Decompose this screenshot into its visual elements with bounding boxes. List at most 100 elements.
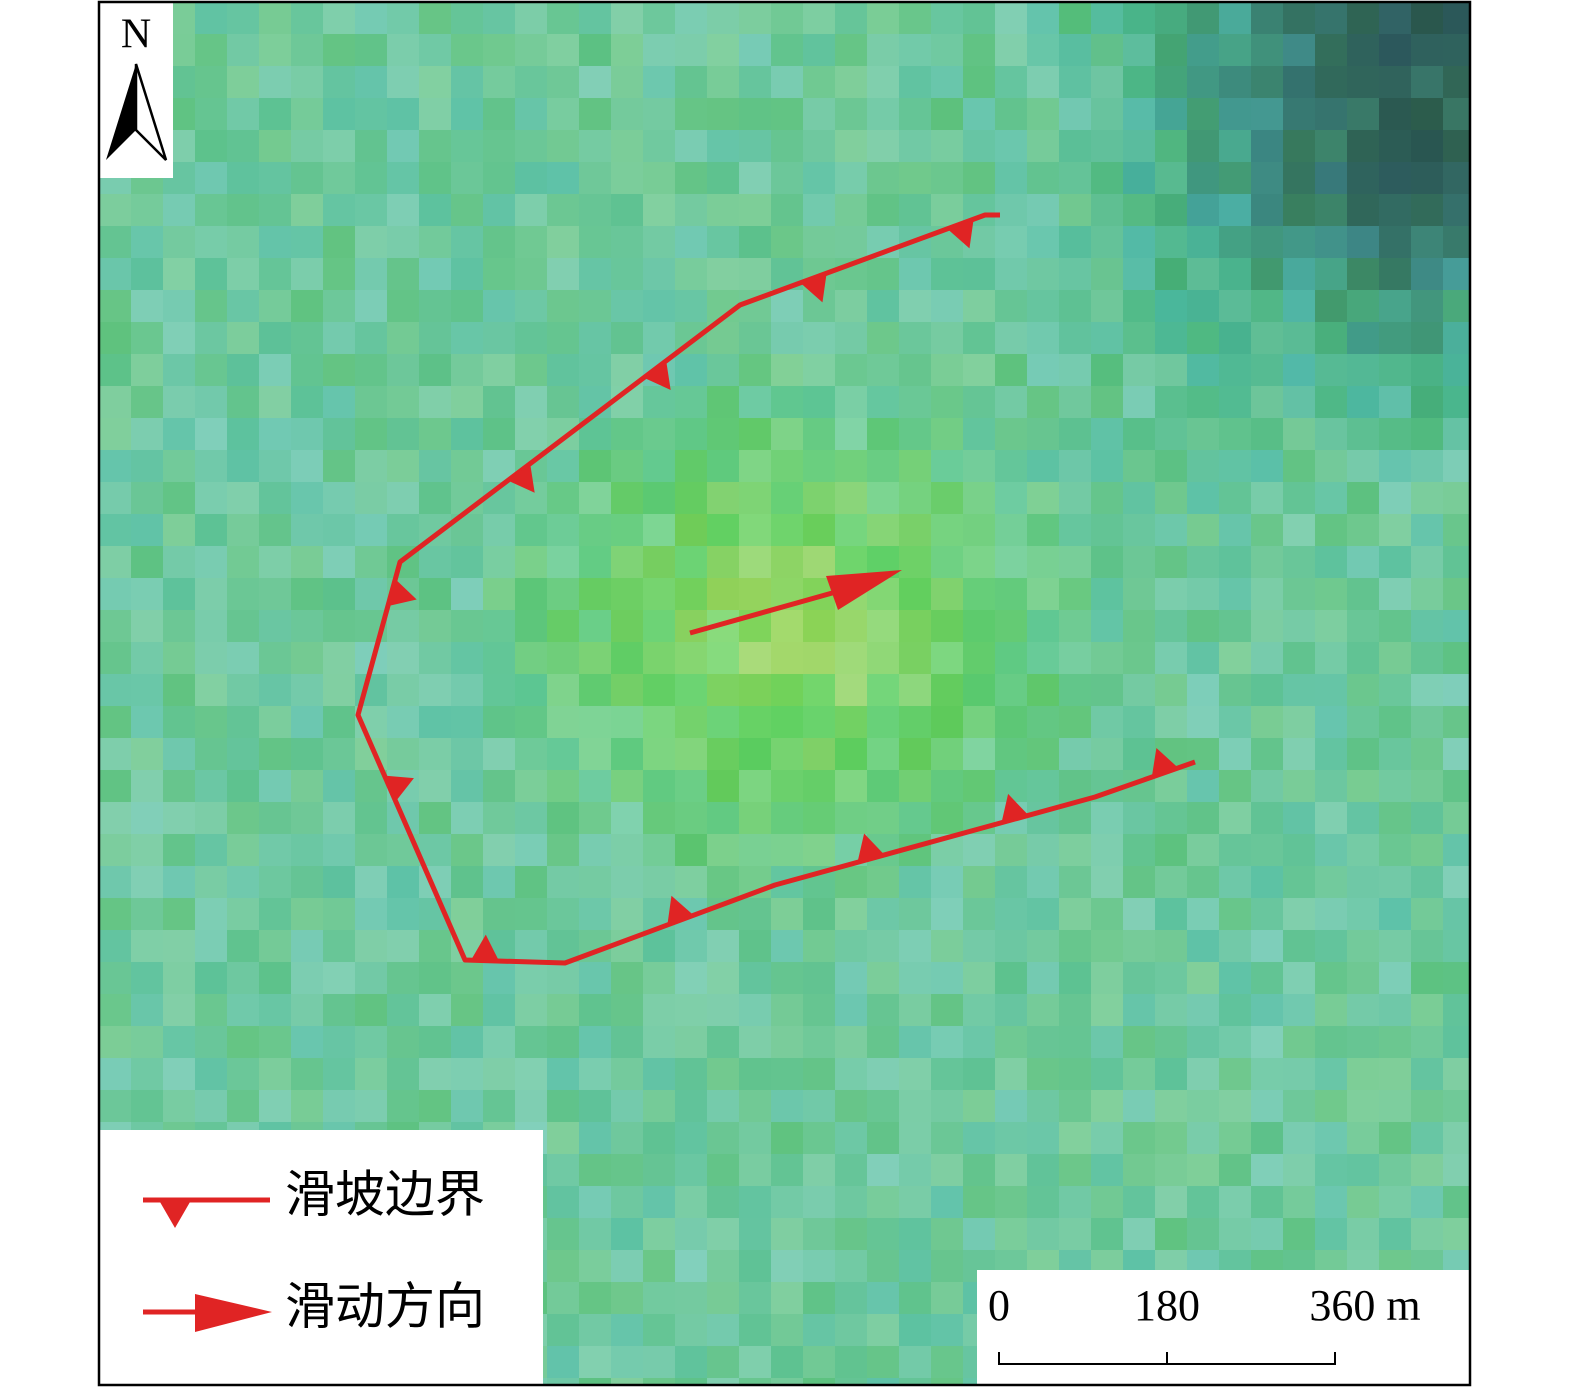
raster-cell — [419, 66, 451, 98]
raster-cell — [899, 482, 931, 514]
raster-cell — [419, 1090, 451, 1122]
raster-cell — [579, 770, 611, 802]
raster-cell — [1123, 738, 1155, 770]
raster-cell — [195, 834, 227, 866]
raster-cell — [1347, 578, 1379, 610]
raster-cell — [1411, 354, 1443, 386]
raster-cell — [1123, 578, 1155, 610]
raster-cell — [803, 66, 835, 98]
raster-cell — [1411, 130, 1443, 162]
raster-cell — [1443, 898, 1470, 930]
raster-cell — [803, 514, 835, 546]
raster-cell — [547, 2, 579, 34]
raster-cell — [1251, 418, 1283, 450]
raster-cell — [515, 578, 547, 610]
raster-cell — [835, 1058, 867, 1090]
raster-cell — [995, 1058, 1027, 1090]
raster-cell — [1123, 98, 1155, 130]
raster-cell — [227, 770, 259, 802]
raster-cell — [643, 290, 675, 322]
raster-cell — [1059, 610, 1091, 642]
raster-cell — [227, 610, 259, 642]
raster-cell — [515, 258, 547, 290]
raster-cell — [963, 1026, 995, 1058]
raster-cell — [1091, 130, 1123, 162]
raster-cell — [771, 770, 803, 802]
raster-cell — [195, 1026, 227, 1058]
raster-cell — [803, 98, 835, 130]
raster-cell — [611, 194, 643, 226]
raster-cell — [1379, 738, 1411, 770]
raster-cell — [323, 450, 355, 482]
raster-cell — [515, 1058, 547, 1090]
raster-cell — [323, 866, 355, 898]
raster-cell — [1219, 2, 1251, 34]
raster-cell — [1443, 642, 1470, 674]
raster-cell — [739, 450, 771, 482]
raster-cell — [227, 930, 259, 962]
raster-cell — [547, 1282, 579, 1314]
raster-cell — [1443, 802, 1470, 834]
raster-cell — [771, 194, 803, 226]
raster-cell — [1027, 674, 1059, 706]
raster-cell — [483, 98, 515, 130]
raster-cell — [419, 2, 451, 34]
raster-cell — [867, 962, 899, 994]
raster-cell — [899, 706, 931, 738]
raster-cell — [867, 418, 899, 450]
raster-cell — [547, 290, 579, 322]
raster-cell — [963, 994, 995, 1026]
raster-cell — [579, 34, 611, 66]
raster-cell — [579, 706, 611, 738]
raster-cell — [259, 802, 291, 834]
raster-cell — [899, 1378, 931, 1385]
raster-cell — [99, 418, 131, 450]
raster-cell — [675, 226, 707, 258]
raster-cell — [1155, 994, 1187, 1026]
raster-cell — [1123, 514, 1155, 546]
raster-cell — [323, 354, 355, 386]
raster-cell — [931, 1282, 963, 1314]
landslide-overlay — [355, 212, 1196, 966]
raster-cell — [835, 706, 867, 738]
raster-cell — [931, 386, 963, 418]
raster-cell — [995, 642, 1027, 674]
raster-cell — [867, 1378, 899, 1385]
legend-box — [99, 1130, 543, 1386]
raster-cell — [1187, 290, 1219, 322]
raster-cell — [451, 994, 483, 1026]
raster-cell — [1443, 226, 1470, 258]
raster-cell — [643, 1314, 675, 1346]
raster-cell — [707, 1346, 739, 1378]
raster-cell — [451, 322, 483, 354]
raster-cell — [419, 482, 451, 514]
raster-cell — [931, 802, 963, 834]
raster-cell — [515, 706, 547, 738]
raster-cell — [451, 258, 483, 290]
raster-cell — [835, 162, 867, 194]
raster-cell — [579, 610, 611, 642]
raster-cell — [323, 66, 355, 98]
raster-cell — [131, 578, 163, 610]
raster-cell — [643, 1378, 675, 1385]
raster-cell — [1379, 514, 1411, 546]
raster-cell — [1411, 706, 1443, 738]
raster-cell — [1187, 130, 1219, 162]
raster-cell — [1411, 98, 1443, 130]
raster-cell — [291, 1058, 323, 1090]
raster-cell — [835, 1250, 867, 1282]
raster-cell — [1379, 994, 1411, 1026]
raster-cell — [227, 2, 259, 34]
raster-cell — [1091, 898, 1123, 930]
raster-cell — [515, 1090, 547, 1122]
raster-cell — [803, 450, 835, 482]
raster-cell — [1059, 1218, 1091, 1250]
raster-cell — [1283, 1218, 1315, 1250]
raster-cell — [611, 98, 643, 130]
raster-cell — [1379, 386, 1411, 418]
raster-cell — [291, 1026, 323, 1058]
raster-cell — [643, 706, 675, 738]
raster-cell — [1251, 738, 1283, 770]
raster-cell — [1091, 546, 1123, 578]
raster-cell — [1251, 610, 1283, 642]
